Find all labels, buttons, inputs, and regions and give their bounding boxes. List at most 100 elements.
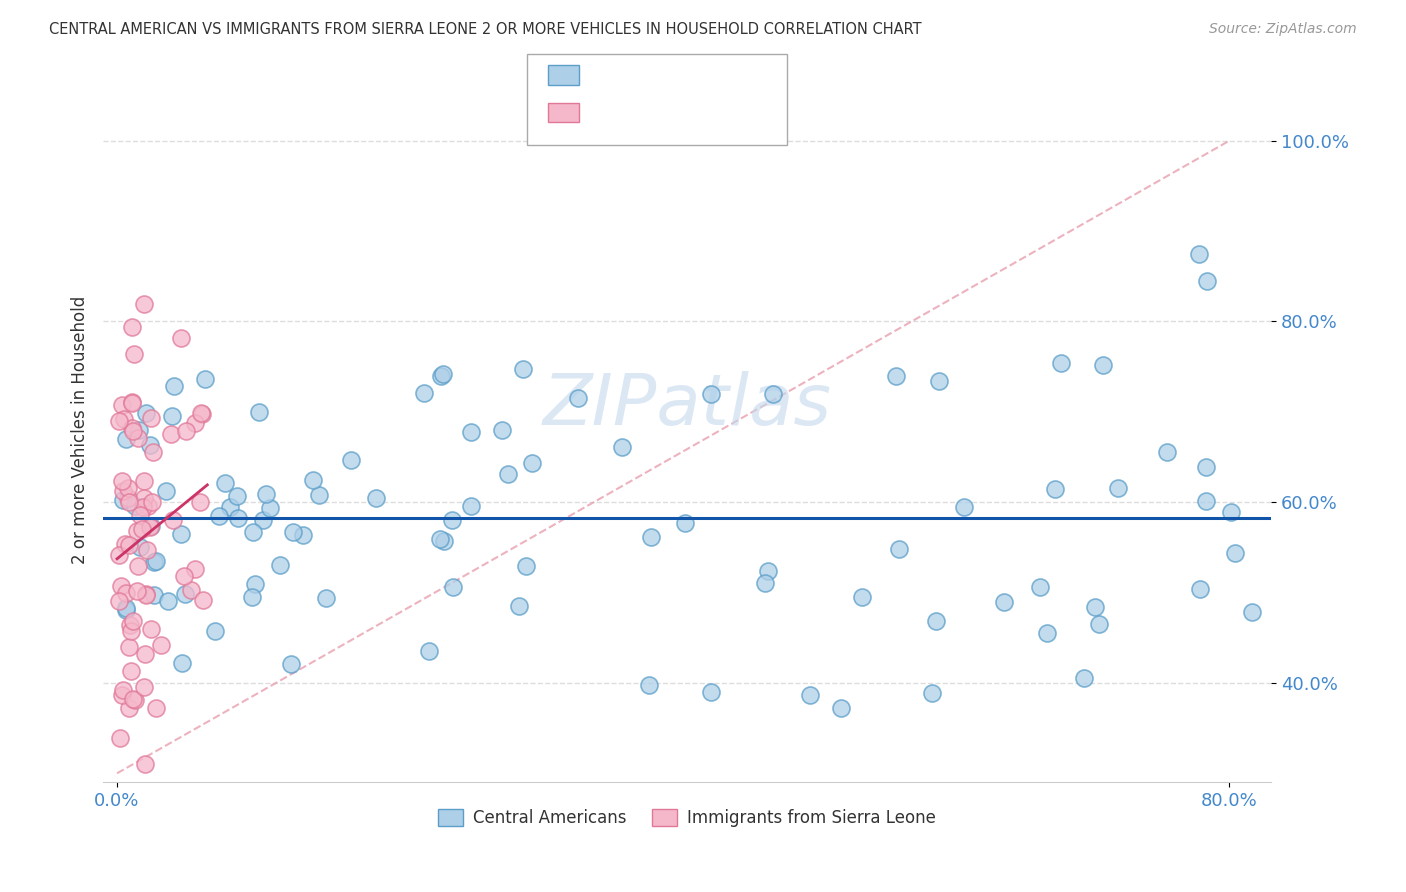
Point [111, 493, 134, 508]
Point [412, 386, 434, 401]
Point [122, 347, 145, 361]
Point [1043, 482, 1066, 496]
Point [139, 411, 162, 425]
Point [756, 564, 779, 578]
Point [247, 404, 270, 418]
Point [131, 522, 153, 536]
Point [184, 416, 207, 430]
Point [640, 530, 662, 544]
Point [700, 386, 723, 401]
Point [460, 499, 482, 513]
Point [114, 536, 136, 550]
Point [364, 491, 387, 505]
Point [430, 368, 453, 383]
Point [135, 406, 157, 420]
Point [280, 657, 302, 671]
Point [121, 396, 143, 410]
Point [142, 445, 165, 459]
Point [125, 584, 148, 599]
Point [242, 524, 264, 539]
Point [308, 488, 330, 502]
Point [135, 588, 157, 602]
Point [118, 538, 141, 552]
Point [433, 534, 456, 549]
Point [118, 618, 141, 632]
Point [115, 601, 138, 615]
Point [228, 511, 250, 525]
Point [184, 562, 207, 576]
Point [302, 473, 325, 487]
Point [135, 587, 157, 601]
Point [292, 528, 315, 542]
Point [1188, 246, 1211, 260]
Point [121, 395, 143, 409]
Point [1087, 616, 1109, 631]
Point [120, 624, 142, 638]
Point [567, 392, 589, 406]
Point [124, 500, 146, 514]
Point [928, 374, 950, 388]
Point [121, 320, 143, 334]
Point [1073, 671, 1095, 685]
Text: 97: 97 [725, 66, 749, 84]
Point [121, 421, 143, 435]
Point [315, 591, 337, 605]
Point [1107, 481, 1129, 495]
Point [851, 590, 873, 604]
Point [460, 425, 482, 439]
Point [117, 481, 139, 495]
Point [1197, 274, 1219, 288]
Point [638, 678, 661, 692]
Point [136, 499, 159, 513]
Point [830, 701, 852, 715]
Y-axis label: 2 or more Vehicles in Household: 2 or more Vehicles in Household [72, 296, 89, 564]
Point [162, 512, 184, 526]
Point [134, 647, 156, 661]
Point [134, 757, 156, 772]
Legend: Central Americans, Immigrants from Sierra Leone: Central Americans, Immigrants from Sierr… [432, 803, 942, 834]
Point [108, 414, 131, 428]
Point [921, 686, 943, 700]
Point [118, 494, 141, 508]
Point [700, 685, 723, 699]
Point [1029, 580, 1052, 594]
Point [129, 540, 152, 554]
Point [111, 474, 134, 488]
Point [174, 587, 197, 601]
Point [145, 700, 167, 714]
Point [170, 656, 193, 670]
Point [226, 489, 249, 503]
Point [134, 297, 156, 311]
Point [1050, 356, 1073, 370]
Point [440, 513, 463, 527]
Point [110, 579, 132, 593]
Point [173, 569, 195, 583]
Point [155, 484, 177, 499]
Point [194, 372, 217, 386]
Point [111, 688, 134, 702]
Point [132, 491, 155, 506]
Point [107, 548, 129, 562]
Point [799, 688, 821, 702]
Point [157, 593, 180, 607]
Point [512, 362, 534, 376]
Point [515, 558, 537, 573]
Point [127, 524, 149, 538]
Point [240, 591, 263, 605]
Point [498, 467, 520, 481]
Point [141, 494, 163, 508]
Point [754, 576, 776, 591]
Point [1092, 358, 1115, 372]
Point [214, 475, 236, 490]
Point [160, 426, 183, 441]
Point [142, 587, 165, 601]
Point [122, 614, 145, 628]
Point [124, 693, 146, 707]
Point [112, 411, 135, 425]
Point [139, 520, 162, 534]
Point [145, 554, 167, 568]
Point [429, 532, 451, 546]
Point [142, 555, 165, 569]
Point [925, 614, 948, 628]
Point [139, 519, 162, 533]
